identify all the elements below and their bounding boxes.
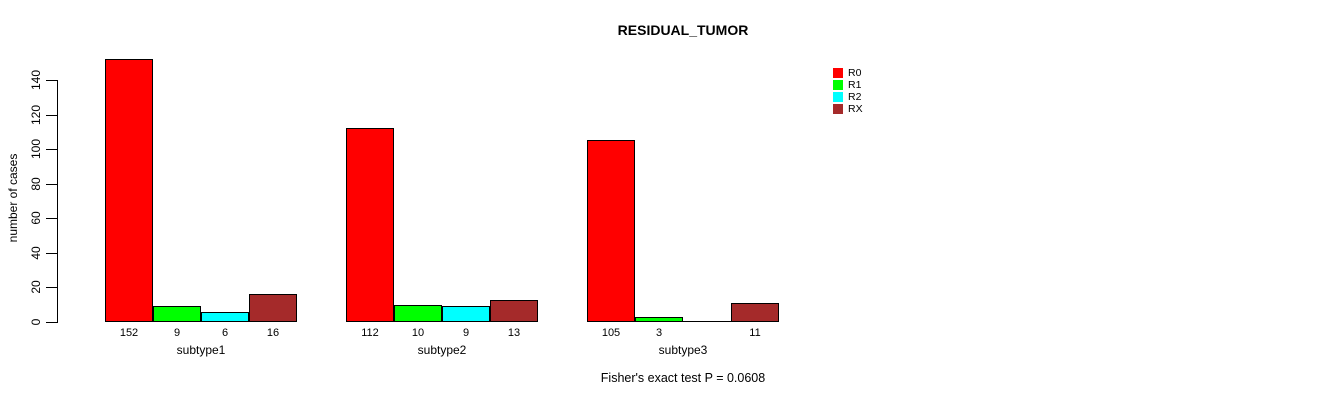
legend-swatch-R2 <box>833 92 843 102</box>
bar-value-label: 16 <box>266 327 280 339</box>
bar-value-label: 9 <box>462 327 470 339</box>
y-tick <box>46 149 57 151</box>
category-label-subtype1: subtype1 <box>176 343 226 357</box>
bar-value-label: 11 <box>749 327 761 339</box>
bar-value-label: 13 <box>507 327 521 339</box>
fisher-test-annotation: Fisher's exact test P = 0.0608 <box>600 371 766 385</box>
bar-value-label: 6 <box>221 327 229 339</box>
y-tick <box>46 218 57 220</box>
legend-item-R0: R0 <box>833 67 863 79</box>
y-tick-label: 60 <box>29 211 43 225</box>
bar-RX-subtype1 <box>249 294 297 322</box>
y-tick-label: 120 <box>29 104 43 125</box>
legend: R0 R1 R2 RX <box>833 67 863 115</box>
y-axis-line <box>57 80 58 323</box>
y-tick <box>46 80 57 81</box>
y-tick-label: 100 <box>29 139 43 160</box>
y-tick-label: 140 <box>29 69 43 91</box>
legend-swatch-R1 <box>833 80 843 90</box>
bar-R1-subtype2 <box>394 305 442 322</box>
bar-RX-subtype3 <box>731 303 779 322</box>
y-tick <box>46 287 57 289</box>
y-tick-label: 40 <box>29 246 43 260</box>
y-tick-label: 20 <box>29 280 43 295</box>
bar-R1-subtype3 <box>635 317 683 322</box>
bar-RX-subtype2 <box>490 300 538 322</box>
bar-value-label: 3 <box>655 327 663 339</box>
category-label-subtype2: subtype2 <box>417 343 467 357</box>
y-tick-label: 0 <box>29 318 43 326</box>
legend-label: R0 <box>848 67 862 79</box>
legend-label: R2 <box>848 91 862 103</box>
legend-label: RX <box>848 103 863 115</box>
y-axis-label: number of cases <box>6 153 20 243</box>
bar-R2-subtype1 <box>201 312 249 322</box>
bar-R0-subtype2 <box>346 128 394 322</box>
y-tick <box>46 183 57 185</box>
legend-swatch-RX <box>833 104 843 114</box>
legend-item-RX: RX <box>833 103 863 115</box>
y-tick <box>46 322 57 323</box>
y-tick <box>46 114 57 116</box>
legend-label: R1 <box>848 79 862 91</box>
bar-value-label: 9 <box>173 327 181 339</box>
category-label-subtype3: subtype3 <box>658 343 708 357</box>
legend-item-R2: R2 <box>833 91 863 103</box>
y-tick <box>46 252 57 254</box>
bar-value-label: 10 <box>411 327 425 339</box>
bar-R1-subtype1 <box>153 306 201 322</box>
bar-R2-subtype3 <box>683 321 731 322</box>
bar-R0-subtype1 <box>105 59 153 322</box>
y-tick-label: 80 <box>29 177 43 191</box>
bar-R0-subtype3 <box>587 140 635 322</box>
bar-value-label: 152 <box>119 327 139 339</box>
chart-title: RESIDUAL_TUMOR <box>617 22 749 38</box>
legend-item-R1: R1 <box>833 79 863 91</box>
bar-value-label: 112 <box>361 327 379 339</box>
bar-value-label: 105 <box>601 327 621 339</box>
legend-swatch-R0 <box>833 68 843 78</box>
bar-R2-subtype2 <box>442 306 490 322</box>
